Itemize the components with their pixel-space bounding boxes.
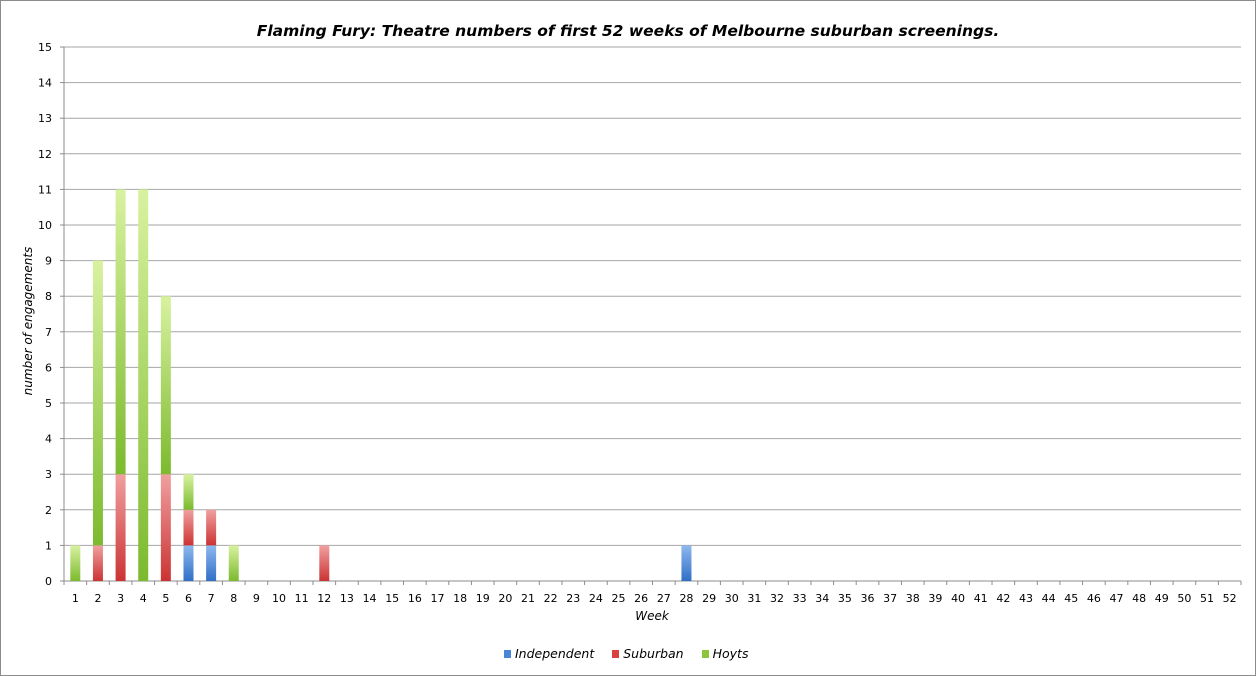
x-tick-label: 6 — [185, 592, 192, 605]
x-tick-label: 27 — [657, 592, 671, 605]
x-tick-label: 46 — [1087, 592, 1101, 605]
x-tick-label: 34 — [815, 592, 829, 605]
x-tick-label: 26 — [634, 592, 648, 605]
bar-hoyts-week-1 — [70, 545, 81, 581]
bar-suburban-week-7 — [206, 509, 217, 546]
x-tick-label: 32 — [770, 592, 784, 605]
y-tick-label: 11 — [38, 183, 52, 196]
x-tick-label: 44 — [1042, 592, 1056, 605]
x-tick-label: 42 — [996, 592, 1010, 605]
x-tick-label: 7 — [208, 592, 215, 605]
y-tick-label: 3 — [45, 468, 52, 481]
bar-independent-week-6 — [183, 545, 194, 581]
x-tick-label: 30 — [725, 592, 739, 605]
bar-suburban-week-3 — [115, 474, 126, 581]
x-tick-label: 25 — [612, 592, 626, 605]
bar-hoyts-week-2 — [92, 260, 103, 546]
x-tick-label: 52 — [1223, 592, 1237, 605]
x-tick-label: 16 — [408, 592, 422, 605]
bar-independent-week-7 — [206, 545, 217, 581]
y-tick-label: 0 — [45, 575, 52, 588]
x-tick-label: 39 — [928, 592, 942, 605]
y-tick-label: 2 — [45, 504, 52, 517]
x-tick-label: 18 — [453, 592, 467, 605]
x-tick-label: 40 — [951, 592, 965, 605]
x-tick-label: 37 — [883, 592, 897, 605]
legend-item-independent: Independent — [504, 646, 594, 661]
bar-suburban-week-12 — [319, 545, 330, 581]
legend-label: Suburban — [623, 646, 684, 661]
bar-hoyts-week-4 — [138, 189, 149, 581]
x-tick-label: 41 — [974, 592, 988, 605]
x-tick-label: 43 — [1019, 592, 1033, 605]
legend-swatch — [612, 649, 620, 658]
x-tick-label: 48 — [1132, 592, 1146, 605]
x-axis-label: Week — [635, 609, 669, 623]
x-tick-label: 4 — [140, 592, 147, 605]
x-tick-label: 3 — [117, 592, 124, 605]
y-tick-label: 4 — [45, 433, 52, 446]
legend-item-hoyts: Hoyts — [701, 646, 749, 661]
legend-swatch — [504, 649, 511, 658]
x-tick-label: 1 — [72, 592, 79, 605]
x-tick-label: 9 — [253, 592, 260, 605]
y-tick-label: 6 — [45, 361, 52, 374]
bar-suburban-week-5 — [160, 474, 171, 581]
bar-independent-week-28 — [681, 545, 692, 581]
legend-label: Hoyts — [712, 646, 749, 661]
x-tick-label: 10 — [272, 592, 286, 605]
x-tick-label: 21 — [521, 592, 535, 605]
y-tick-label: 12 — [38, 148, 52, 161]
bar-hoyts-week-5 — [160, 296, 171, 475]
y-tick-label: 13 — [38, 112, 52, 125]
x-tick-label: 2 — [94, 592, 101, 605]
legend-label: Independent — [515, 646, 595, 661]
x-tick-label: 17 — [430, 592, 444, 605]
y-tick-label: 5 — [45, 397, 52, 410]
x-tick-label: 33 — [793, 592, 807, 605]
x-tick-label: 38 — [906, 592, 920, 605]
x-tick-label: 19 — [476, 592, 490, 605]
x-tick-label: 24 — [589, 592, 603, 605]
x-tick-label: 14 — [363, 592, 377, 605]
bar-hoyts-week-3 — [115, 189, 126, 475]
y-tick-label: 9 — [45, 255, 52, 268]
bar-suburban-week-6 — [183, 509, 194, 546]
x-tick-label: 8 — [230, 592, 237, 605]
x-tick-label: 31 — [747, 592, 761, 605]
x-tick-label: 28 — [679, 592, 693, 605]
legend-swatch — [701, 649, 709, 658]
y-tick-label: 1 — [45, 539, 52, 552]
x-tick-label: 50 — [1177, 592, 1191, 605]
x-tick-label: 47 — [1110, 592, 1124, 605]
y-tick-label: 10 — [38, 219, 52, 232]
y-tick-label: 8 — [45, 290, 52, 303]
x-tick-label: 23 — [566, 592, 580, 605]
x-tick-label: 15 — [385, 592, 399, 605]
x-tick-label: 12 — [317, 592, 331, 605]
x-tick-label: 13 — [340, 592, 354, 605]
x-tick-label: 45 — [1064, 592, 1078, 605]
chart-title: Flaming Fury: Theatre numbers of first 5… — [256, 22, 1000, 40]
chart-legend: Independent Suburban Hoyts — [504, 646, 748, 661]
legend-item-suburban: Suburban — [612, 646, 684, 661]
x-tick-label: 29 — [702, 592, 716, 605]
bar-suburban-week-2 — [92, 545, 103, 581]
y-tick-label: 15 — [38, 41, 52, 54]
x-tick-label: 51 — [1200, 592, 1214, 605]
x-tick-label: 11 — [295, 592, 309, 605]
bar-hoyts-week-6 — [183, 474, 194, 510]
x-tick-label: 36 — [861, 592, 875, 605]
x-tick-label: 5 — [162, 592, 169, 605]
x-tick-label: 22 — [544, 592, 558, 605]
x-tick-label: 35 — [838, 592, 852, 605]
bar-hoyts-week-8 — [228, 545, 239, 581]
y-tick-label: 14 — [38, 77, 52, 90]
x-tick-label: 20 — [498, 592, 512, 605]
x-tick-label: 49 — [1155, 592, 1169, 605]
y-tick-label: 7 — [45, 326, 52, 339]
